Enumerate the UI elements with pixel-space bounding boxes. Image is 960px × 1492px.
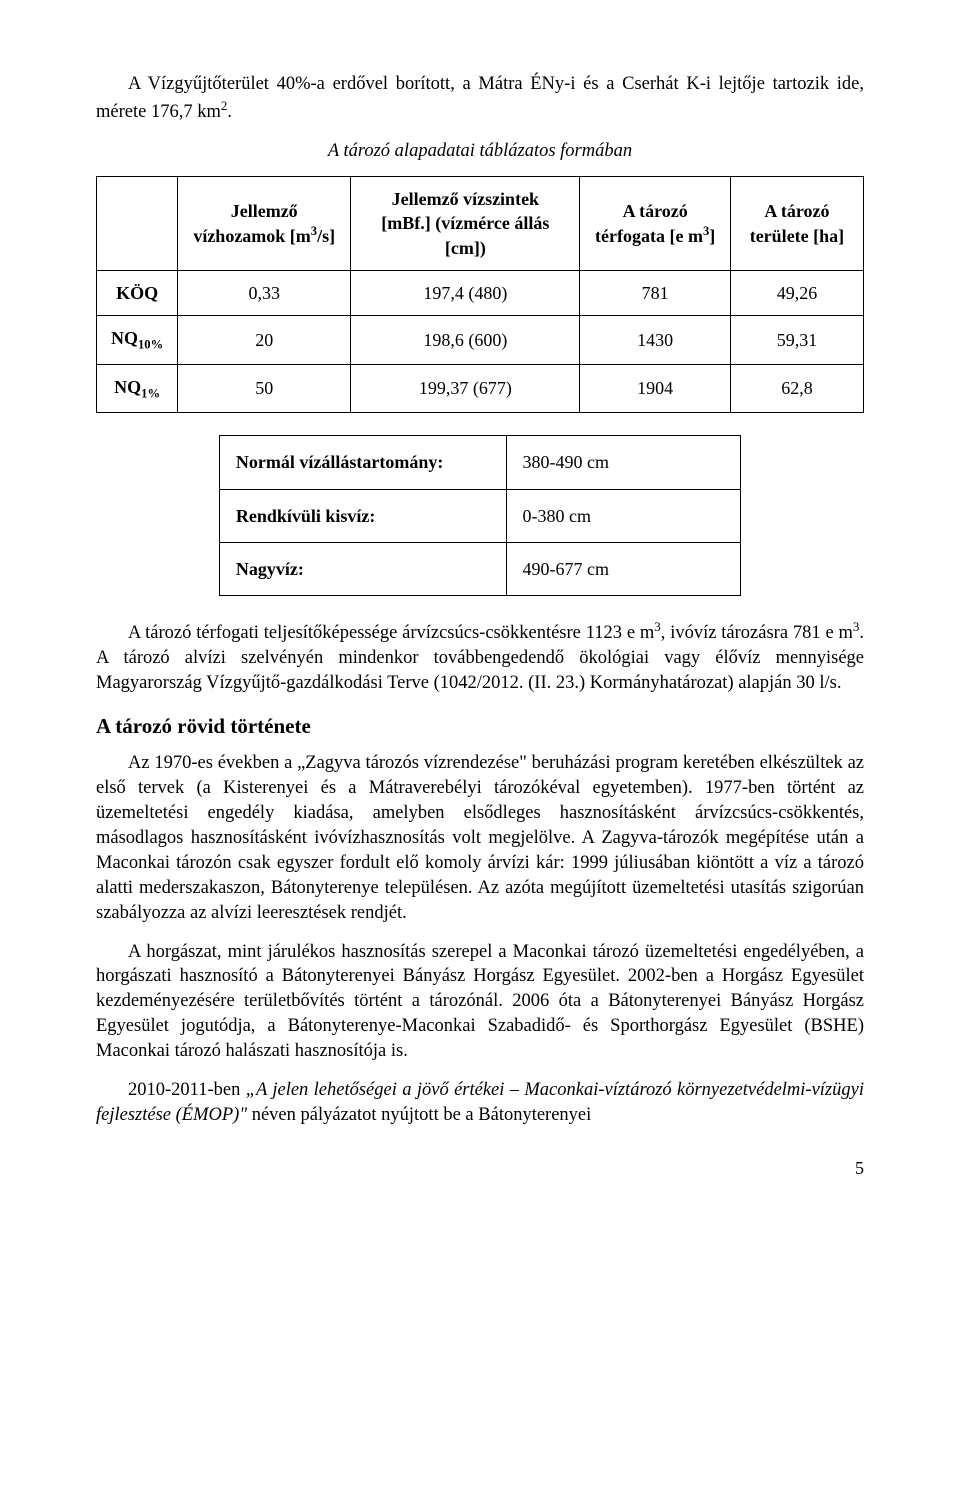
water-level-range-table: Normál vízállástartomány: 380-490 cm Ren… (219, 435, 741, 596)
table1-header-empty (97, 177, 178, 271)
value: 380-490 cm (506, 436, 741, 489)
cell: 0,33 (178, 270, 351, 315)
table-row: KÖQ 0,33 197,4 (480) 781 49,26 (97, 270, 864, 315)
label: Nagyvíz: (219, 543, 506, 596)
text: . (227, 102, 232, 122)
table-row: NQ10% 20 198,6 (600) 1430 59,31 (97, 316, 864, 365)
table-row: Nagyvíz: 490-677 cm (219, 543, 740, 596)
intro-paragraph: A Vízgyűjtőterület 40%-a erdővel borítot… (96, 72, 864, 125)
history-paragraph-3: 2010-2011-ben „A jelen lehetőségei a jöv… (96, 1078, 864, 1128)
table1-caption: A tározó alapadatai táblázatos formában (96, 139, 864, 164)
cell: 1430 (580, 316, 730, 365)
value: 0-380 cm (506, 489, 741, 542)
text: néven pályázatot nyújtott be a Bátonyter… (247, 1105, 591, 1125)
cell: 62,8 (730, 364, 863, 413)
text: A tározó térfogati teljesítőképessége ár… (128, 623, 654, 643)
text: , ivóvíz tározásra 781 e m (661, 623, 853, 643)
row-header: NQ1% (97, 364, 178, 413)
cell: 59,31 (730, 316, 863, 365)
label: Normál vízállástartomány: (219, 436, 506, 489)
cell: 50 (178, 364, 351, 413)
history-paragraph-2: A horgászat, mint járulékos hasznosítás … (96, 940, 864, 1065)
table-row: NQ1% 50 199,37 (677) 1904 62,8 (97, 364, 864, 413)
cell: 781 (580, 270, 730, 315)
reservoir-data-table: Jellemző vízhozamok [m3/s] Jellemző vízs… (96, 176, 864, 413)
table-row: Rendkívüli kisvíz: 0-380 cm (219, 489, 740, 542)
history-paragraph-1: Az 1970-es években a „Zagyva tározós víz… (96, 751, 864, 926)
cell: 197,4 (480) (351, 270, 580, 315)
table1-header-col3: A tározó térfogata [e m3] (580, 177, 730, 271)
cell: 20 (178, 316, 351, 365)
text: 2010-2011-ben (128, 1080, 246, 1100)
table1-header-col2: Jellemző vízszintek [mBf.] (vízmérce áll… (351, 177, 580, 271)
cell: 1904 (580, 364, 730, 413)
row-header: NQ10% (97, 316, 178, 365)
cell: 198,6 (600) (351, 316, 580, 365)
text: A Vízgyűjtőterület 40%-a erdővel borítot… (96, 74, 864, 122)
section-heading-history: A tározó rövid története (96, 712, 864, 740)
row-header: KÖQ (97, 270, 178, 315)
value: 490-677 cm (506, 543, 741, 596)
cell: 199,37 (677) (351, 364, 580, 413)
table-row: Normál vízállástartomány: 380-490 cm (219, 436, 740, 489)
table1-header-col4: A tározó területe [ha] (730, 177, 863, 271)
page-number: 5 (96, 1156, 864, 1180)
capacity-paragraph: A tározó térfogati teljesítőképessége ár… (96, 618, 864, 696)
table1-header-col1: Jellemző vízhozamok [m3/s] (178, 177, 351, 271)
cell: 49,26 (730, 270, 863, 315)
label: Rendkívüli kisvíz: (219, 489, 506, 542)
